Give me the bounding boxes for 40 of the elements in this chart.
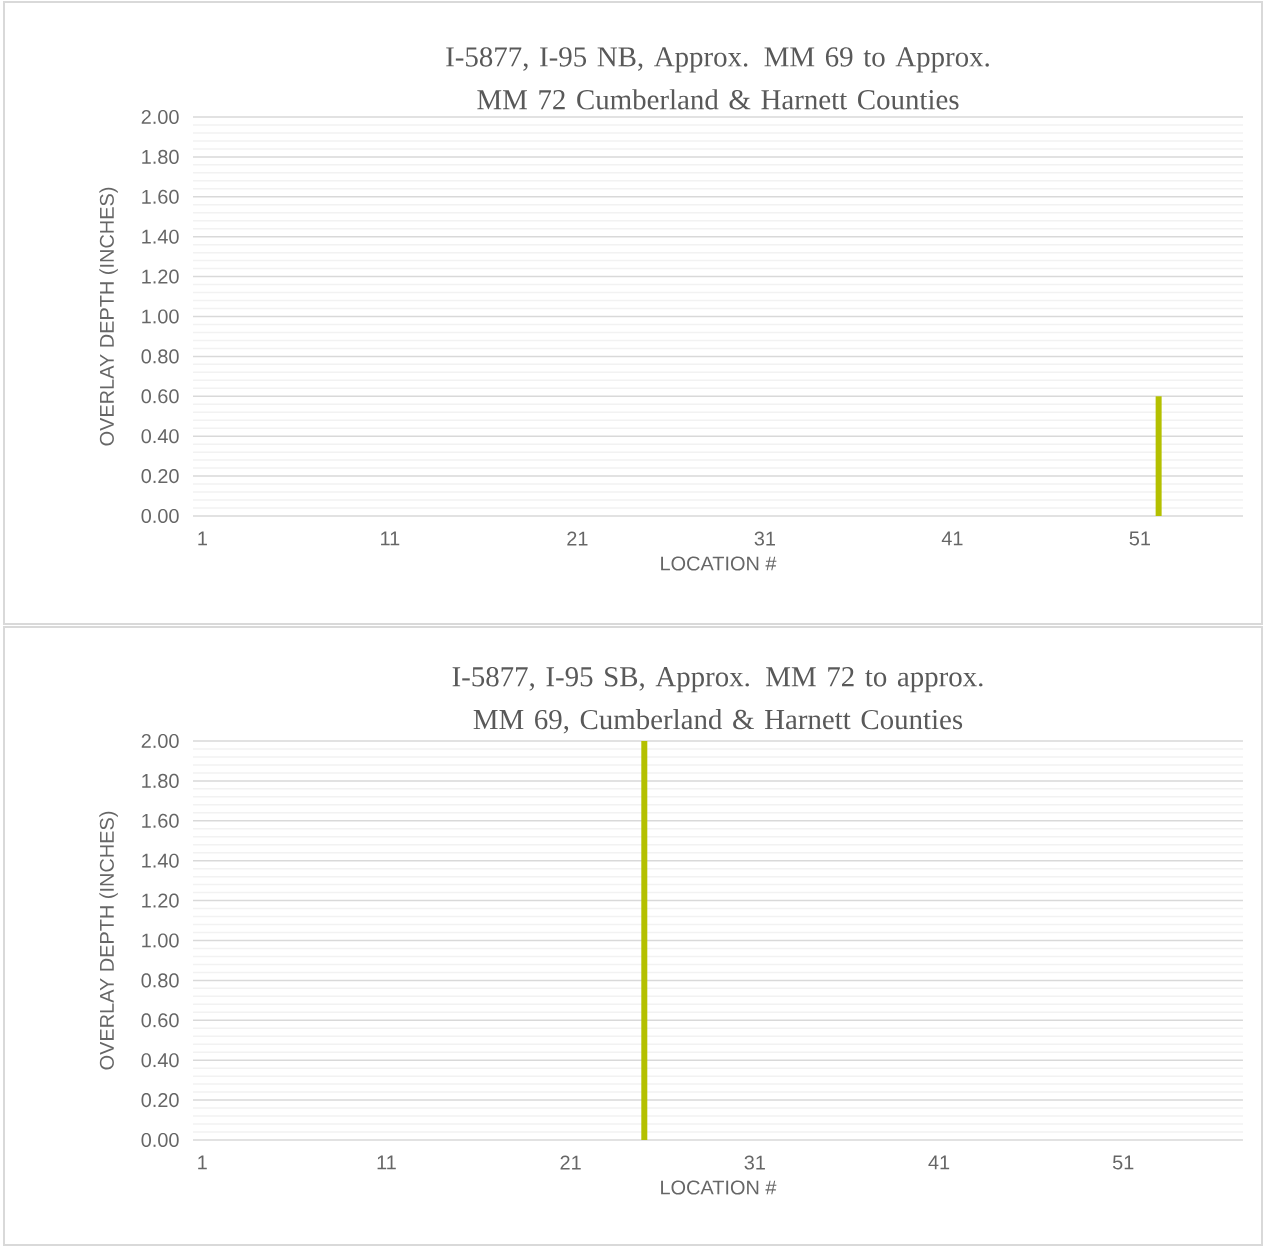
y-tick-label: 0.20 xyxy=(141,1093,179,1108)
y-tick-label: 0.60 xyxy=(141,389,179,404)
x-tick-label: 1 xyxy=(198,531,207,546)
y-tick-label: 0.00 xyxy=(141,1132,179,1148)
x-axis-title: LOCATION # xyxy=(661,1180,777,1195)
y-tick-label: 2.00 xyxy=(141,109,179,125)
x-tick-label: 11 xyxy=(377,1155,396,1170)
x-tick-label: 21 xyxy=(567,531,588,546)
x-tick-label: 51 xyxy=(1112,1155,1134,1170)
y-tick-label: 0.60 xyxy=(141,1013,179,1028)
y-tick-label: 0.80 xyxy=(141,973,179,988)
x-tick-label: 21 xyxy=(560,1155,581,1170)
x-tick-label: 1 xyxy=(198,1155,207,1170)
y-tick-label: 1.40 xyxy=(142,853,179,868)
y-tick-label: 0.40 xyxy=(141,1053,179,1068)
x-tick-label: 41 xyxy=(941,531,963,546)
y-axis-title: OVERLAY DEPTH (INCHES) xyxy=(99,187,118,446)
y-tick-label: 1.00 xyxy=(142,309,179,324)
x-tick-label: 41 xyxy=(928,1155,950,1170)
y-tick-label: 1.20 xyxy=(142,269,179,284)
y-tick-label: 0.00 xyxy=(141,508,179,524)
y-tick-label: 1.80 xyxy=(142,773,179,788)
y-axis-title: OVERLAY DEPTH (INCHES) xyxy=(99,811,118,1070)
y-tick-label: 0.40 xyxy=(141,429,179,444)
x-tick-label: 31 xyxy=(744,1155,765,1170)
y-tick-label: 1.00 xyxy=(142,933,179,948)
y-tick-label: 1.40 xyxy=(142,229,179,244)
y-tick-label: 0.20 xyxy=(141,469,179,484)
y-tick-label: 1.80 xyxy=(142,149,179,164)
chart-title: I-5877, I-95 SB, Approx. MM 72 to approx. MM 69, Cumberland & Harnett Counties xyxy=(452,666,983,734)
y-tick-label: 1.20 xyxy=(142,893,179,908)
x-tick-label: 51 xyxy=(1129,531,1150,546)
y-tick-label: 1.60 xyxy=(142,813,179,828)
chart-title: I-5877, I-95 NB, Approx. MM 69 to Approx. MM 72 Cumberland & Harnett Counties xyxy=(446,47,989,110)
x-tick-label: 11 xyxy=(381,531,400,546)
x-tick-label: 31 xyxy=(754,531,775,546)
x-axis-title: LOCATION # xyxy=(661,556,777,571)
y-tick-label: 0.80 xyxy=(141,349,179,364)
y-tick-label: 1.60 xyxy=(142,189,179,204)
y-tick-label: 2.00 xyxy=(141,733,179,749)
